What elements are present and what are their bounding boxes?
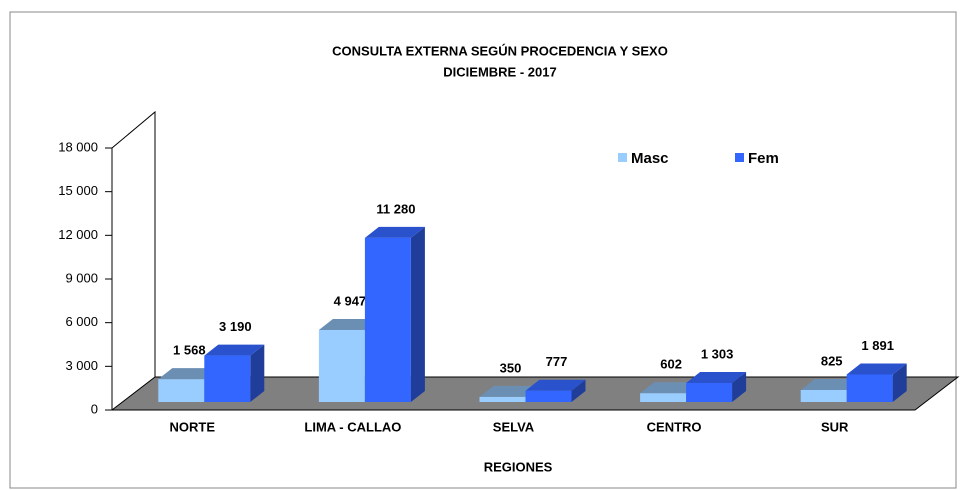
- x-tick-label: SUR: [821, 419, 849, 434]
- bar-top: [846, 363, 907, 375]
- y-tick-label: 9 000: [65, 270, 98, 285]
- bar-top: [204, 344, 265, 356]
- chart-frame: [9, 11, 957, 489]
- bar: [525, 379, 586, 402]
- bar: [686, 372, 747, 402]
- bar-top: [318, 318, 379, 330]
- bar-side: [732, 372, 747, 402]
- bar-top: [800, 378, 861, 390]
- data-label: 350: [500, 360, 522, 375]
- data-label: 11 280: [376, 201, 415, 216]
- y-tick-label: 12 000: [58, 227, 98, 242]
- bar-top: [686, 372, 747, 384]
- bar-side: [892, 363, 907, 402]
- bar: [364, 226, 425, 402]
- legend-swatch: [735, 153, 744, 162]
- bar-front: [364, 237, 411, 402]
- legend-swatch: [618, 153, 627, 162]
- data-label: 777: [546, 354, 568, 369]
- y-tick-label: 15 000: [58, 183, 98, 198]
- x-axis-title: REGIONES: [484, 459, 553, 474]
- data-label: 3 190: [219, 319, 252, 334]
- bar-top: [640, 382, 701, 394]
- bar-top: [158, 368, 219, 380]
- x-tick-label: CENTRO: [647, 419, 702, 434]
- bar: [204, 344, 265, 402]
- x-tick-label: SELVA: [493, 419, 535, 434]
- bar-top: [479, 385, 540, 397]
- data-label: 1 303: [701, 346, 734, 361]
- data-label: 825: [821, 353, 843, 368]
- data-label: 1 891: [861, 338, 894, 353]
- legend-label: Masc: [631, 150, 669, 167]
- bar-front: [640, 393, 687, 402]
- x-tick-label: NORTE: [170, 419, 216, 434]
- bar: [846, 363, 907, 402]
- bar-front: [204, 355, 251, 402]
- bar-side: [250, 344, 265, 402]
- bar-top: [364, 226, 425, 238]
- data-label: 4 947: [334, 293, 367, 308]
- data-label: 602: [660, 357, 682, 372]
- bar-side: [571, 379, 586, 402]
- bar-front: [525, 390, 572, 402]
- bar-front: [800, 389, 847, 402]
- bar-front: [318, 329, 365, 402]
- bar-side: [410, 226, 425, 402]
- bar-front: [479, 396, 526, 402]
- y-tick-label: 6 000: [65, 314, 98, 329]
- y-tick-label: 18 000: [58, 139, 98, 154]
- y-tick-label: 0: [91, 401, 98, 416]
- bar-front: [846, 374, 893, 402]
- x-tick-label: LIMA - CALLAO: [304, 419, 401, 434]
- data-label: 1 568: [173, 343, 206, 358]
- chart-title: CONSULTA EXTERNA SEGÚN PROCEDENCIA Y SEX…: [332, 43, 668, 58]
- y-tick-label: 3 000: [65, 358, 98, 373]
- chart-subtitle: DICIEMBRE - 2017: [443, 64, 556, 79]
- bar-front: [686, 383, 733, 402]
- bar-front: [158, 379, 205, 402]
- bar-top: [525, 379, 586, 391]
- legend-label: Fem: [748, 150, 779, 167]
